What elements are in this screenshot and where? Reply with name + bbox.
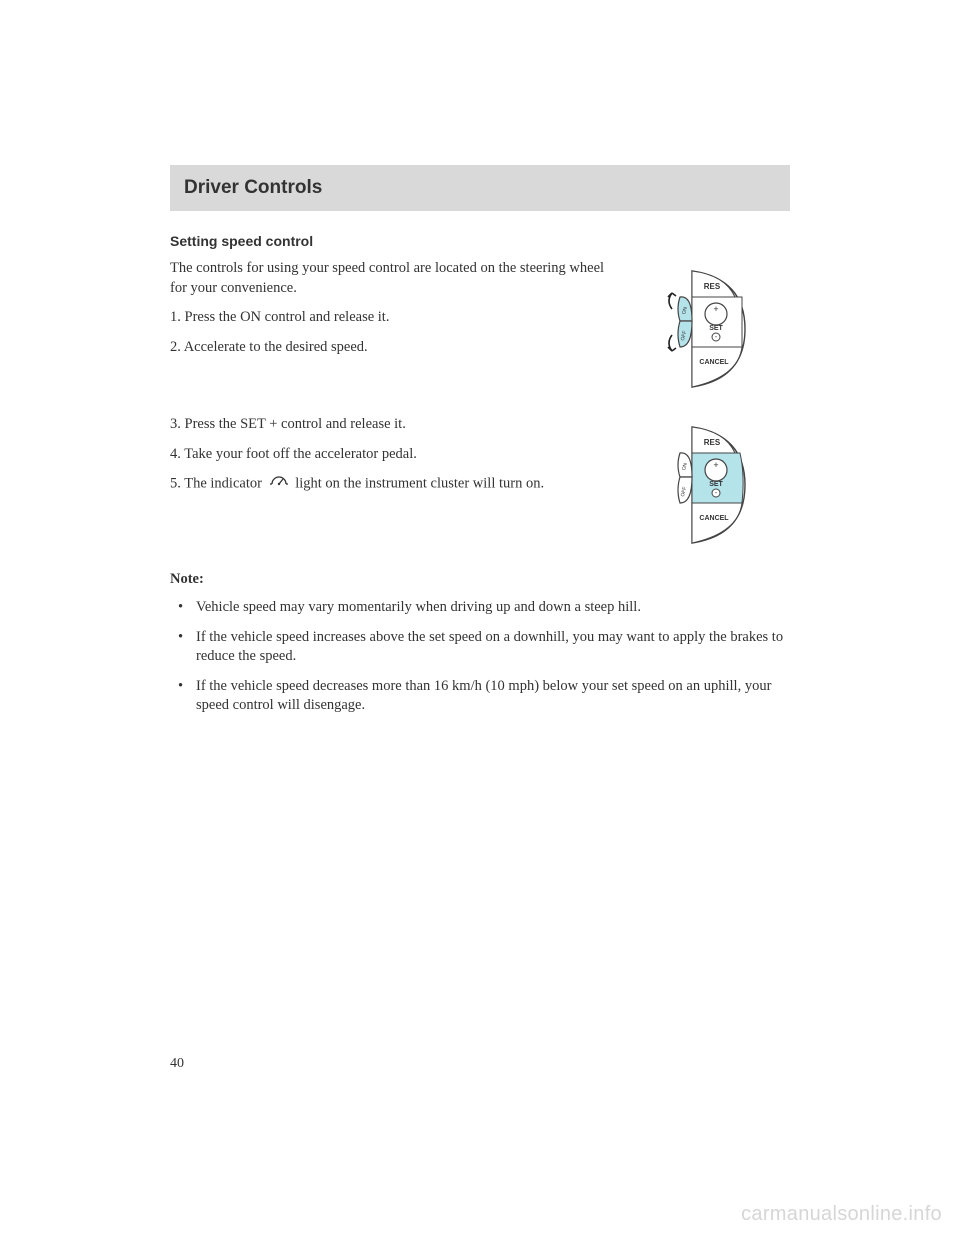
notes-list: Vehicle speed may vary momentarily when … (170, 598, 790, 716)
note-item-1: Vehicle speed may vary momentarily when … (184, 598, 790, 618)
cancel-label-2: CANCEL (699, 515, 729, 522)
set-label-2: SET (709, 481, 723, 488)
step-4: 4. Take your foot off the accelerator pe… (170, 445, 610, 465)
chapter-title: Driver Controls (184, 177, 776, 199)
page-container: Driver Controls Setting speed control Th… (0, 0, 960, 786)
page-number: 40 (170, 1056, 184, 1072)
set-label: SET (709, 325, 723, 332)
cruise-control-diagram-2: RES + SET - CANCEL ON OFF (650, 415, 770, 555)
cruise-control-diagram-1: RES + SET - CANCEL ON OFF (650, 259, 770, 399)
note-label: Note: (170, 571, 790, 588)
header-bar: Driver Controls (170, 165, 790, 211)
step-5-suffix: light on the instrument cluster will tur… (295, 476, 544, 492)
watermark: carmanualsonline.info (741, 1203, 942, 1226)
text-column-2: 3. Press the SET + control and release i… (170, 415, 610, 505)
figure-2-container: RES + SET - CANCEL ON OFF (630, 415, 790, 555)
step-3: 3. Press the SET + control and release i… (170, 415, 610, 435)
content-block-1: The controls for using your speed contro… (170, 259, 790, 399)
step-5: 5. The indicator light on the instrument… (170, 474, 610, 495)
figure-1-container: RES + SET - CANCEL ON OFF (630, 259, 790, 399)
step-5-prefix: 5. The indicator (170, 476, 266, 492)
content-block-2: 3. Press the SET + control and release i… (170, 415, 790, 555)
note-item-2: If the vehicle speed increases above the… (184, 628, 790, 667)
res-label: RES (704, 282, 721, 291)
svg-text:+: + (713, 460, 718, 470)
step-1: 1. Press the ON control and release it. (170, 308, 610, 328)
intro-paragraph: The controls for using your speed contro… (170, 259, 610, 298)
cancel-label: CANCEL (699, 359, 729, 366)
res-label-2: RES (704, 438, 721, 447)
text-column-1: The controls for using your speed contro… (170, 259, 610, 367)
svg-text:+: + (713, 304, 718, 314)
step-2: 2. Accelerate to the desired speed. (170, 338, 610, 358)
cruise-indicator-icon (269, 474, 289, 495)
section-title: Setting speed control (170, 233, 790, 249)
note-item-3: If the vehicle speed decreases more than… (184, 677, 790, 716)
